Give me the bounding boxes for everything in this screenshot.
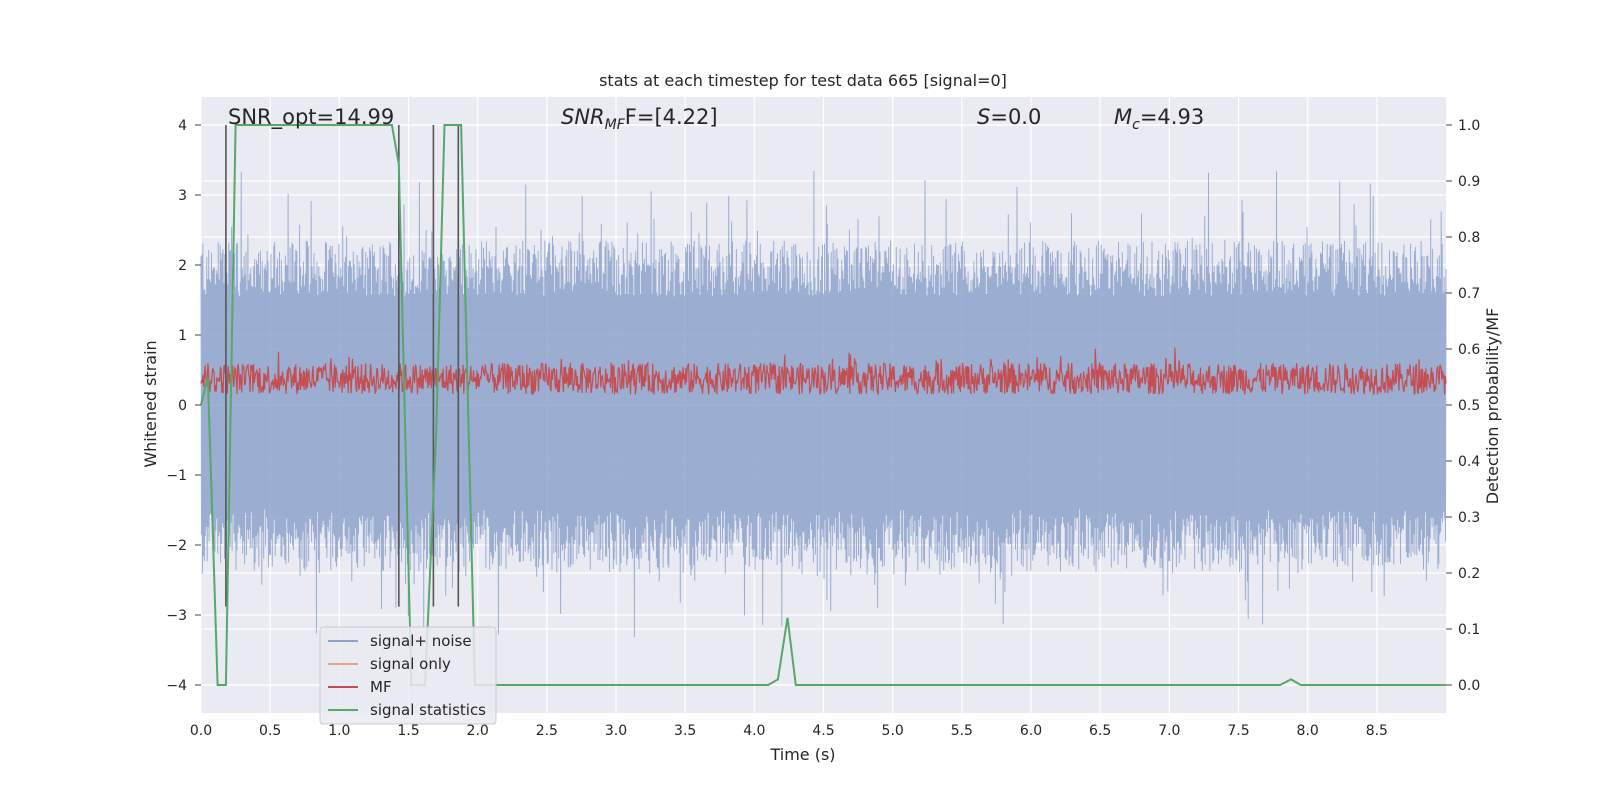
annotation-snr-mf-sub: MF — [605, 117, 626, 133]
x-tick-label: 6.0 — [1020, 723, 1042, 739]
annotation-mc-name: M — [1114, 105, 1132, 129]
y-left-tick-label: −2 — [166, 538, 187, 554]
y-right-tick-label: 0.0 — [1458, 678, 1480, 694]
y-left-tick-label: 1 — [178, 328, 187, 344]
y-left-tick-label: 0 — [178, 398, 187, 414]
series-signal-plus-noise — [200, 171, 1447, 638]
annotation-mc-value: =4.93 — [1140, 105, 1204, 129]
x-tick-label: 8.0 — [1297, 723, 1319, 739]
x-tick-label: 0.5 — [259, 723, 281, 739]
y-left-tick-label: 3 — [178, 188, 187, 204]
annotation-s: S=0.0 — [977, 105, 1041, 129]
x-tick-label: 4.0 — [743, 723, 765, 739]
x-tick-label: 5.5 — [951, 723, 973, 739]
signal-noise-line — [200, 171, 1447, 638]
legend-label-mf: MF — [370, 678, 392, 696]
chart-title: stats at each timestep for test data 665… — [599, 71, 1007, 90]
x-tick-label: 1.5 — [397, 723, 419, 739]
y-left-tick-label: 4 — [178, 118, 187, 134]
x-tick-label: 3.5 — [674, 723, 696, 739]
x-tick-label: 8.5 — [1366, 723, 1388, 739]
annotation-mc: Mc=4.93 — [1114, 105, 1204, 133]
mf-line — [200, 347, 1447, 396]
y-right-tick-label: 1.0 — [1458, 118, 1480, 134]
y-right-tick-label: 0.6 — [1458, 342, 1480, 358]
y-left-tick-label: −3 — [166, 608, 187, 624]
y-left-tick-label: 2 — [178, 258, 187, 274]
legend: signal+ noise signal only MF signal stat… — [319, 626, 497, 725]
annotation-snr-opt: SNR_opt=14.99 — [228, 105, 394, 130]
x-tick-label: 7.5 — [1227, 723, 1249, 739]
y-right-tick-label: 0.9 — [1458, 174, 1480, 190]
annotation-s-value: =0.0 — [990, 105, 1041, 129]
signal-statistics-line — [200, 124, 1446, 686]
y-right-tick-label: 0.3 — [1458, 510, 1480, 526]
annotation-s-name: S — [977, 105, 990, 129]
x-axis-label: Time (s) — [769, 745, 835, 764]
x-tick-label: 2.5 — [536, 723, 558, 739]
series-mf — [200, 347, 1447, 396]
legend-label-signal-statistics: signal statistics — [370, 701, 486, 719]
y-right-tick-label: 0.1 — [1458, 622, 1480, 638]
y-right-tick-label: 0.5 — [1458, 398, 1480, 414]
legend-label-signal-only: signal only — [370, 655, 451, 673]
y-left-tick-label: −1 — [166, 468, 187, 484]
y-left-tick-label: −4 — [166, 678, 187, 694]
y-right-tick-label: 0.2 — [1458, 566, 1480, 582]
detection-markers — [225, 125, 460, 607]
annotation-mc-sub: c — [1132, 117, 1140, 133]
x-tick-label: 0.0 — [190, 723, 212, 739]
legend-box — [319, 626, 497, 725]
y-right-tick-label: 0.7 — [1458, 286, 1480, 302]
tick-labels: 0.0 0.5 1.0 1.5 2.0 2.5 3.0 3.5 4.0 4.5 5.0 5.5 6.0 6… — [166, 118, 1480, 739]
x-tick-label: 2.0 — [467, 723, 489, 739]
y-right-tick-label: 0.4 — [1458, 454, 1480, 470]
y-axis-label-left: Whitened strain — [141, 340, 160, 467]
x-tick-label: 3.0 — [605, 723, 627, 739]
annotation-snr-mf: SNRMFF=[4.22] — [561, 105, 718, 133]
legend-label-signal-noise: signal+ noise — [370, 632, 472, 650]
y-right-tick-label: 0.8 — [1458, 230, 1480, 246]
annotation-snr-mf-name: SNR — [561, 105, 605, 129]
series-signal-statistics — [200, 124, 1446, 686]
y-axis-label-right: Detection probability/MF — [1483, 308, 1502, 505]
x-tick-label: 4.5 — [812, 723, 834, 739]
annotation-snr-mf-value: F=[4.22] — [625, 105, 718, 129]
x-tick-label: 1.0 — [328, 723, 350, 739]
x-tick-label: 5.0 — [882, 723, 904, 739]
x-tick-label: 6.5 — [1089, 723, 1111, 739]
x-tick-label: 7.0 — [1158, 723, 1180, 739]
